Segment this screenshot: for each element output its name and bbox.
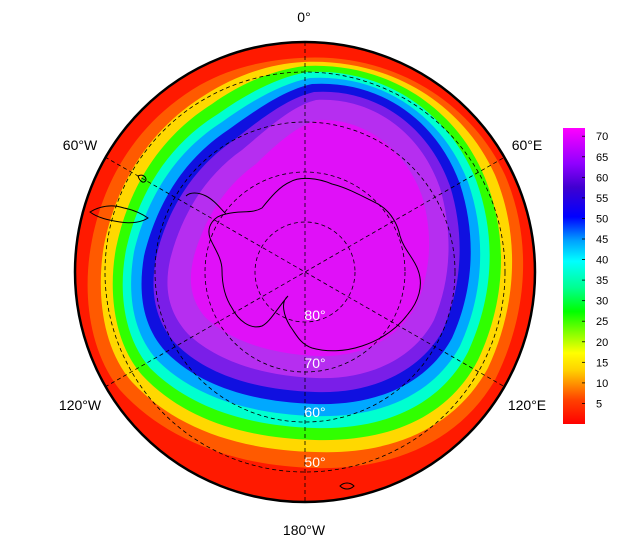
falklands-coastline <box>137 174 147 183</box>
lat-label-80: 80° <box>304 307 325 323</box>
lon-label-0: 0° <box>297 9 310 25</box>
colorbar-tick-label: 20 <box>596 337 608 349</box>
map-boundary <box>73 40 537 504</box>
colorbar-tick-label: 45 <box>596 234 608 246</box>
colorbar: 70 65 60 55 50 45 40 35 30 25 20 15 10 5 <box>563 128 608 424</box>
lon-label-120w: 120°W <box>59 397 102 413</box>
colorbar-tick-label: 40 <box>596 255 608 267</box>
lon-label-120e: 120°E <box>508 397 546 413</box>
data-field <box>75 42 535 502</box>
colorbar-tick-label: 65 <box>596 152 608 164</box>
south-america-tip-coastline <box>89 205 149 224</box>
lat-label-60: 60° <box>304 404 325 420</box>
lon-label-60w: 60°W <box>63 137 98 153</box>
colorbar-tick-label: 35 <box>596 275 608 287</box>
lat-circle-50 <box>104 71 506 473</box>
lat-label-70: 70° <box>304 355 325 371</box>
colorbar-ticks: 70 65 60 55 50 45 40 35 30 25 20 15 10 5 <box>582 131 608 410</box>
colorbar-tick-label: 15 <box>596 357 608 369</box>
lat-label-50: 50° <box>304 454 325 470</box>
colorbar-tick-label: 60 <box>596 172 608 184</box>
field-magenta-core <box>190 119 430 357</box>
colorbar-tick-label: 25 <box>596 316 608 328</box>
antarctic-peninsula-coastline <box>185 192 227 215</box>
colorbar-tick-label: 10 <box>596 378 608 390</box>
lon-label-60e: 60°E <box>512 137 543 153</box>
colorbar-tick-label: 70 <box>596 131 608 143</box>
lon-label-180w: 180°W <box>283 522 326 538</box>
colorbar-tick-label: 5 <box>596 398 602 410</box>
colorbar-tick-label: 30 <box>596 296 608 308</box>
colorbar-gradient <box>563 128 585 424</box>
colorbar-tick-label: 50 <box>596 213 608 225</box>
graticule <box>104 42 506 502</box>
small-islands-bottom-coastline <box>339 482 355 490</box>
antarctica-coastline <box>208 177 421 352</box>
coastlines <box>89 174 421 490</box>
colorbar-tick-label: 55 <box>596 193 608 205</box>
lat-circle-60 <box>154 121 456 423</box>
